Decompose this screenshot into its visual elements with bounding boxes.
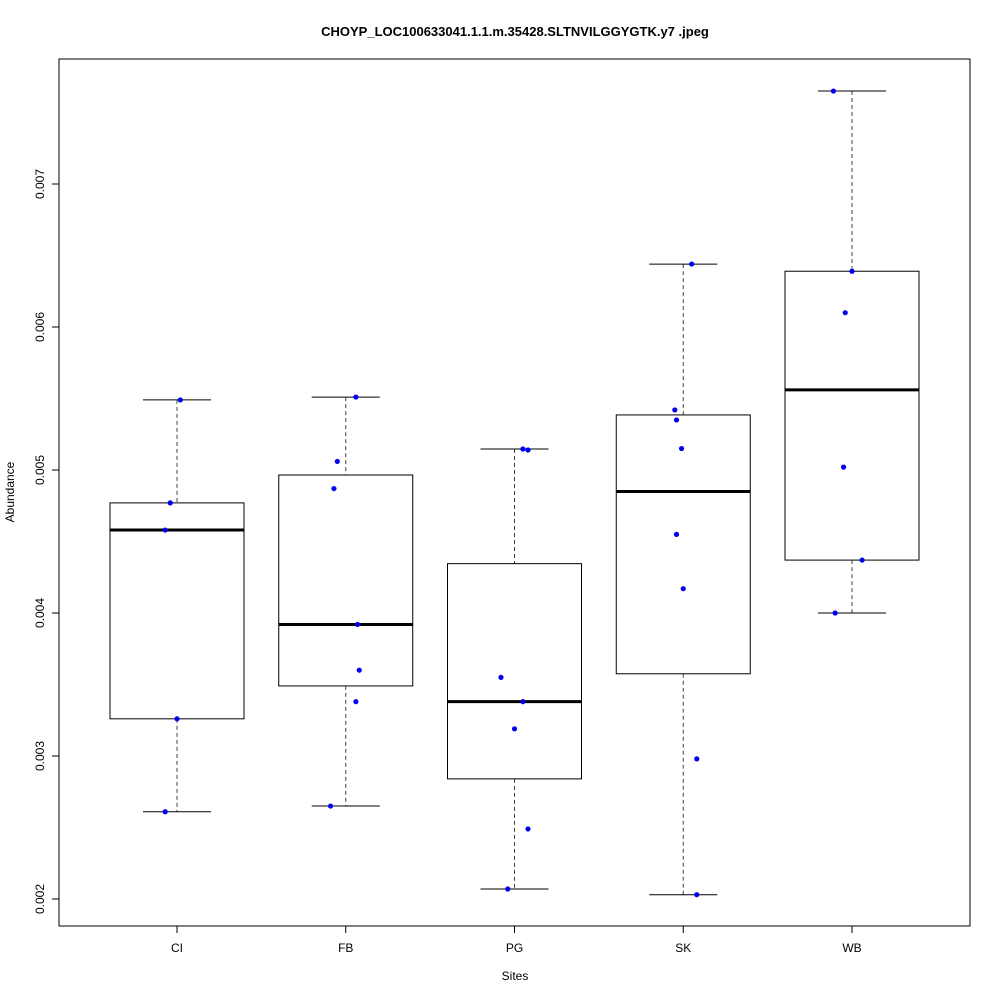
- x-tick-label: PG: [506, 941, 523, 955]
- box-WB: [784, 90, 920, 614]
- data-point: [520, 699, 526, 705]
- box-iqr: [447, 563, 582, 780]
- box-CI: [109, 399, 245, 813]
- data-point: [505, 886, 511, 892]
- box-FB: [278, 396, 414, 807]
- data-point: [177, 397, 183, 403]
- data-point: [859, 557, 865, 563]
- y-tick-label: 0.002: [33, 884, 47, 914]
- data-point: [353, 699, 359, 705]
- data-point: [354, 621, 361, 628]
- data-point: [680, 586, 686, 592]
- data-point: [353, 394, 359, 400]
- data-point: [525, 826, 531, 832]
- y-tick-label: 0.006: [33, 312, 47, 342]
- data-point: [842, 310, 848, 316]
- data-point: [840, 464, 847, 470]
- data-point: [694, 756, 700, 762]
- data-point: [498, 674, 504, 680]
- x-tick-label: SK: [675, 941, 691, 955]
- data-point: [331, 485, 337, 492]
- box-iqr: [278, 474, 414, 687]
- data-point: [689, 261, 695, 267]
- data-point: [830, 88, 837, 94]
- data-point: [162, 809, 168, 815]
- y-tick-label: 0.005: [33, 455, 47, 485]
- x-tick-label: FB: [338, 941, 353, 955]
- x-tick-label: CI: [171, 941, 183, 955]
- data-point: [832, 610, 838, 616]
- data-point: [672, 407, 678, 413]
- box-SK: [615, 263, 751, 896]
- y-axis-label: Abundance: [3, 461, 17, 522]
- data-point: [678, 445, 685, 452]
- data-point: [520, 446, 526, 452]
- data-point: [673, 417, 680, 423]
- y-tick-label: 0.003: [33, 741, 47, 771]
- data-point: [174, 716, 180, 722]
- box-iqr: [784, 270, 920, 561]
- chart-title: CHOYP_LOC100633041.1.1.m.35428.SLTNVILGG…: [321, 24, 709, 39]
- y-tick-label: 0.004: [33, 598, 47, 628]
- data-point: [673, 531, 680, 537]
- data-point: [694, 892, 700, 898]
- data-point: [334, 458, 340, 465]
- data-point: [525, 447, 531, 453]
- data-point: [356, 667, 362, 673]
- data-point: [167, 500, 173, 506]
- box-iqr: [109, 502, 245, 720]
- x-axis-label: Sites: [502, 969, 529, 983]
- y-tick-label: 0.007: [33, 169, 47, 199]
- data-point: [849, 268, 855, 274]
- data-point: [511, 726, 518, 732]
- x-tick-label: WB: [842, 941, 861, 955]
- data-point: [162, 527, 168, 533]
- box-PG: [447, 448, 582, 890]
- data-point: [327, 803, 334, 809]
- box-iqr: [615, 414, 751, 675]
